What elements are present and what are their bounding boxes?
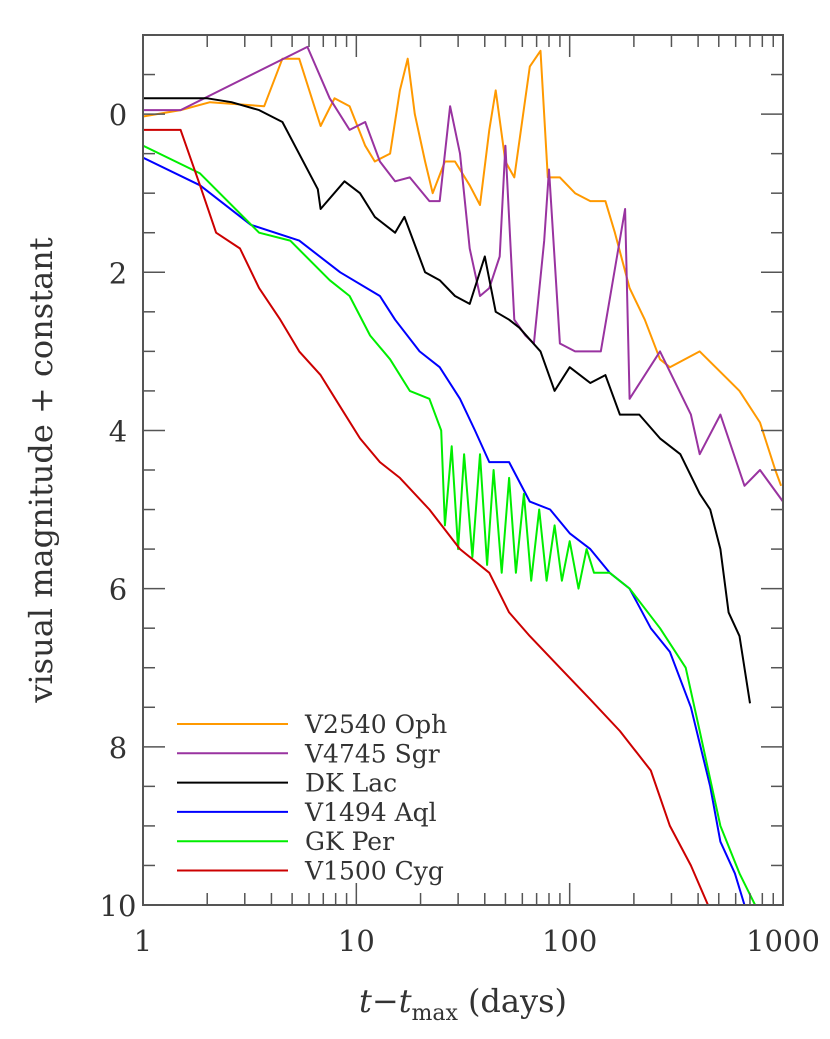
y-tick-label: 2 — [109, 256, 127, 290]
legend-label: DK Lac — [305, 769, 397, 798]
series-line-v1500-cyg — [143, 128, 709, 905]
y-tick-label: 6 — [109, 573, 127, 607]
series-line-v1494-aql — [143, 156, 746, 905]
y-tick-labels: 0 2 4 6 8 10 — [100, 98, 137, 923]
y-tick-label: 8 — [109, 731, 127, 765]
x-axis-label: t−tmax (days) — [359, 982, 567, 1026]
x-tick-label: 100 — [542, 924, 597, 958]
series-line-v2540-oph — [143, 49, 783, 487]
x-tick-label: 10 — [338, 924, 375, 958]
y-axis-label: visual magnitude + constant — [22, 237, 60, 703]
series-line-dk-lac — [143, 97, 751, 704]
legend-label: GK Per — [305, 827, 394, 856]
y-tick-label: 4 — [109, 414, 127, 448]
x-tick-label: 1 — [134, 924, 152, 958]
y-tick-label: 10 — [100, 889, 137, 923]
x-tick-label: 1000 — [746, 924, 820, 958]
legend-label: V1500 Cyg — [304, 857, 444, 886]
series-layer — [143, 45, 783, 905]
legend-label: V4745 Sgr — [304, 739, 440, 768]
ticks-layer — [143, 34, 783, 906]
legend-label: V1494 Aql — [304, 798, 437, 827]
x-tick-labels: 1 10 100 1000 — [134, 924, 820, 958]
series-line-gk-per — [143, 144, 756, 905]
legend-label: V2540 Oph — [304, 710, 447, 739]
series-line-v4745-sgr — [143, 45, 783, 503]
y-tick-label: 0 — [109, 98, 127, 132]
